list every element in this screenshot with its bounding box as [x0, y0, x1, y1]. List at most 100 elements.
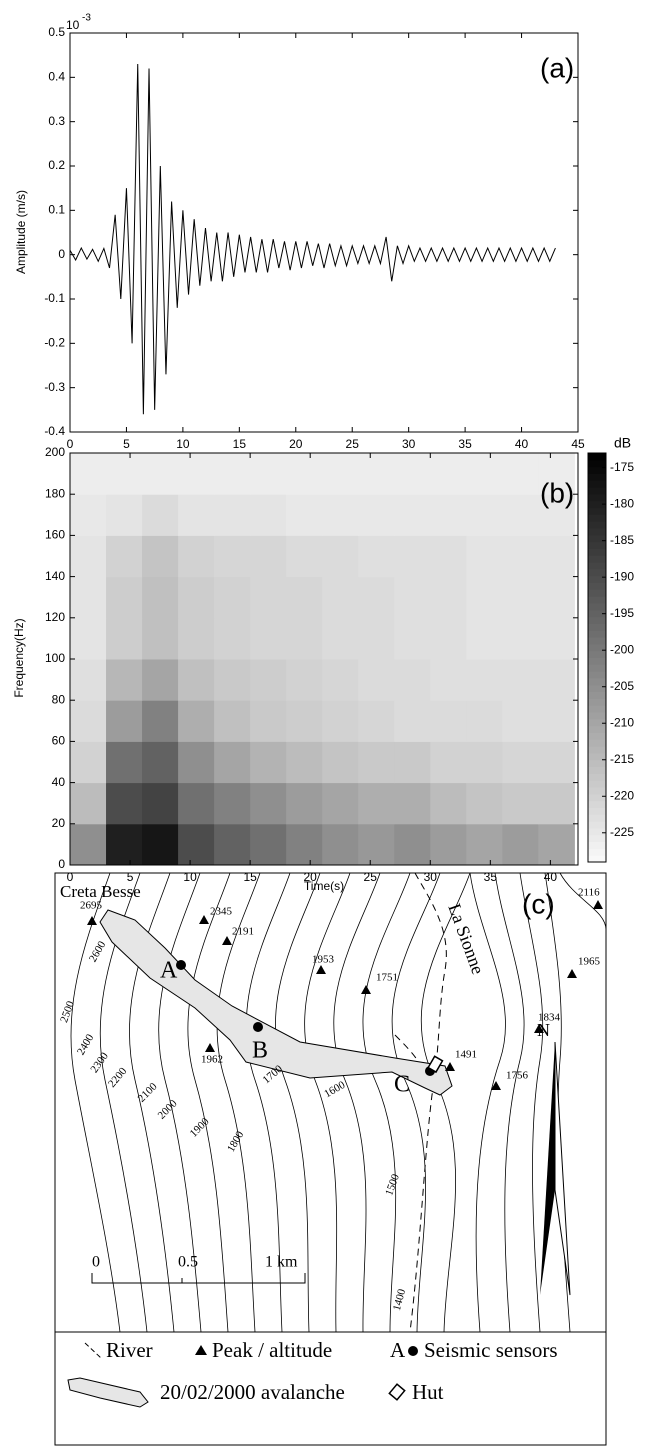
spectrogram-cell [70, 576, 107, 619]
colorbar-tick-label: -205 [610, 679, 634, 693]
y-axis-label: Frequency(Hz) [12, 618, 26, 697]
spectrogram-cell [466, 741, 503, 784]
spectrogram-cell [250, 576, 287, 619]
spectrogram-cell [502, 535, 539, 578]
spectrogram-cell [70, 823, 107, 866]
colorbar-tick-label: -200 [610, 642, 634, 656]
spectrogram-cell [286, 782, 323, 825]
spectrogram-cell [394, 823, 431, 866]
colorbar-tick-label: -195 [610, 606, 634, 620]
colorbar-step [588, 582, 606, 590]
y-tick-label: 0.1 [48, 203, 65, 217]
colorbar-step [588, 630, 606, 638]
map-label: 2200 [106, 1065, 130, 1090]
y-multiplier: 10 [66, 18, 80, 32]
map-label: 1800 [225, 1129, 247, 1154]
spectrogram-cell [214, 494, 251, 536]
spectrogram-cell [358, 576, 395, 619]
map-label: C [394, 1072, 410, 1098]
contour [559, 872, 607, 931]
x-tick-label: 0 [67, 437, 74, 451]
spectrogram-cell [142, 617, 179, 660]
spectrogram-cell [358, 453, 395, 495]
spectrogram-cell [394, 659, 431, 701]
spectrogram-cell [430, 823, 467, 866]
colorbar-step [588, 691, 606, 699]
contour [216, 872, 261, 1333]
spectrogram-cell [286, 741, 323, 784]
x-tick-label: 25 [364, 870, 378, 884]
spectrogram-cell [430, 453, 467, 495]
spectrogram-cell [70, 700, 107, 742]
colorbar-step [588, 698, 606, 706]
spectrogram-cell [250, 453, 287, 495]
contour [187, 872, 231, 1333]
spectrogram-cell [538, 453, 575, 495]
colorbar-step [588, 814, 606, 822]
spectrogram-cell [142, 494, 179, 536]
x-tick-label: 10 [176, 437, 190, 451]
spectrogram-cell [466, 823, 503, 866]
y-tick-label: 60 [52, 734, 66, 748]
spectrogram-cell [142, 700, 179, 742]
colorbar-step [588, 718, 606, 727]
colorbar-step [588, 793, 606, 802]
colorbar-step [588, 855, 606, 863]
colorbar-step [588, 725, 606, 733]
spectrogram-cell [502, 617, 539, 660]
spectrogram-cell [106, 823, 143, 866]
spectrogram-cell [250, 823, 287, 866]
y-tick-label: 200 [45, 445, 65, 459]
y-tick-label: 0 [58, 247, 65, 261]
colorbar-step [588, 834, 606, 843]
spectrogram-cell [358, 823, 395, 866]
spectrogram-cell [178, 576, 215, 619]
colorbar-tick-label: -190 [610, 569, 634, 583]
colorbar-step [588, 623, 606, 631]
spectrogram-cell [250, 617, 287, 660]
colorbar-step [588, 650, 606, 658]
map-label: 1751 [376, 972, 398, 984]
spectrogram-cell [322, 453, 359, 495]
spectrogram-cell [430, 659, 467, 701]
spectrogram-cell [70, 782, 107, 825]
spectrogram-cell [538, 823, 575, 866]
map-label: 2600 [87, 939, 109, 964]
spectrogram-cell [178, 494, 215, 536]
y-tick-label: -0.3 [44, 380, 65, 394]
map-label: 1756 [506, 1070, 529, 1082]
y-tick-label: -0.1 [44, 291, 65, 305]
spectrogram-cell [466, 782, 503, 825]
spectrogram-cell [142, 741, 179, 784]
colorbar-tick-label: -210 [610, 715, 634, 729]
spectrogram-cell [178, 453, 215, 495]
map-label: Creta Besse [60, 882, 141, 901]
spectrogram-cell [142, 453, 179, 495]
x-tick-label: 35 [458, 437, 472, 451]
spectrogram-cell [394, 741, 431, 784]
spectrogram-cell [430, 617, 467, 660]
colorbar-step [588, 473, 606, 481]
spectrogram-cell [430, 782, 467, 825]
colorbar-step [588, 616, 606, 624]
spectrogram-cell [358, 617, 395, 660]
spectrogram-cell [142, 782, 179, 825]
spectrogram-cell [538, 494, 575, 536]
spectrogram-cell [502, 494, 539, 536]
spectrogram-cell [178, 659, 215, 701]
spectrogram-cell [322, 659, 359, 701]
spectrogram-cell [286, 453, 323, 495]
x-tick-label: 25 [346, 437, 360, 451]
spectrogram-cell [178, 535, 215, 578]
y-tick-label: -0.2 [44, 336, 65, 350]
spectrogram-cell [106, 535, 143, 578]
x-tick-label: 30 [424, 870, 438, 884]
spectrogram-cell [142, 823, 179, 866]
x-tick-label: 35 [484, 870, 498, 884]
spectrogram-cell [178, 741, 215, 784]
map-label: 2000 [156, 1097, 180, 1121]
x-tick-label: 20 [289, 437, 303, 451]
map-label: 1491 [455, 1049, 477, 1061]
colorbar-step [588, 807, 606, 815]
river [394, 1034, 429, 1086]
